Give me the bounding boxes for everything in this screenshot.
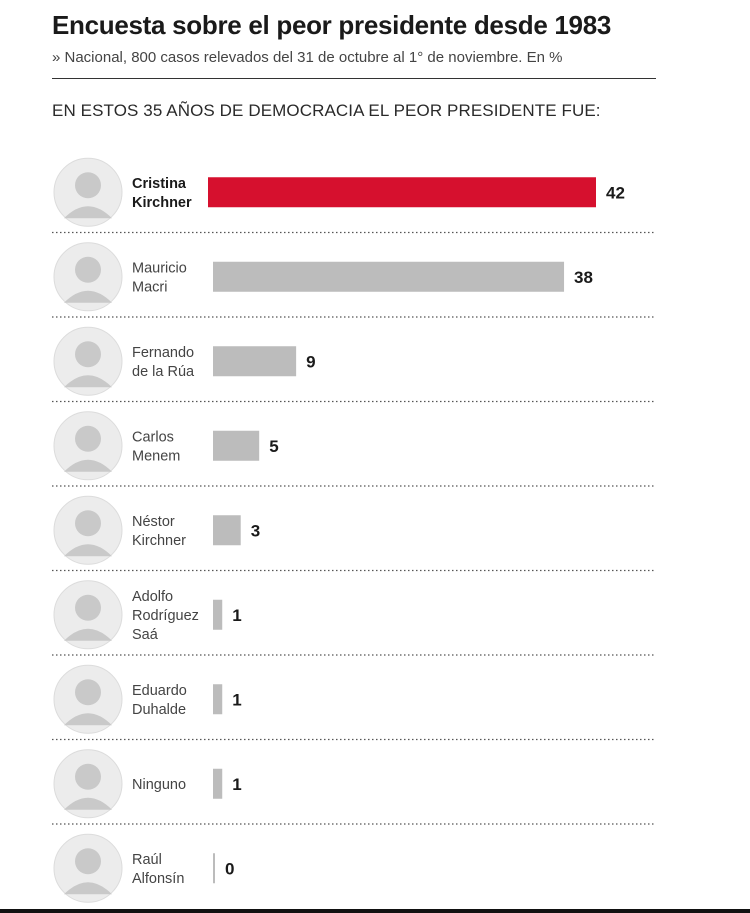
bar: [213, 261, 565, 292]
value-label: 0: [225, 859, 234, 878]
bar: [213, 768, 223, 799]
value-label: 1: [232, 606, 241, 625]
value-label: 5: [269, 437, 278, 456]
avatar: [53, 242, 123, 312]
bar: [213, 599, 223, 630]
bottom-border: [0, 909, 750, 913]
category-label: Mauricio Macri: [132, 260, 187, 295]
value-label: 1: [232, 775, 241, 794]
avatar: [53, 664, 123, 734]
bar: [213, 853, 215, 884]
category-label: Ninguno: [132, 777, 186, 793]
avatar: [53, 580, 123, 650]
value-label: 9: [306, 352, 315, 371]
bar: [213, 515, 241, 546]
chart-title: Encuesta sobre el peor presidente desde …: [52, 10, 612, 40]
bar: [213, 430, 260, 461]
value-label: 1: [232, 690, 241, 709]
avatar: [53, 833, 123, 903]
chart-subtitle: » Nacional, 800 casos relevados del 31 d…: [52, 49, 563, 66]
value-label: 42: [606, 183, 625, 202]
bar: [213, 346, 297, 377]
value-label: 3: [251, 521, 260, 540]
category-label: Eduardo Duhalde: [132, 683, 187, 718]
category-label: Cristina Kirchner: [132, 176, 192, 211]
avatar: [53, 749, 123, 819]
avatar: [53, 411, 123, 481]
category-label: Carlos Menem: [132, 429, 180, 464]
header-divider: [52, 78, 656, 79]
avatar: [53, 495, 123, 565]
survey-question: EN ESTOS 35 AÑOS DE DEMOCRACIA EL PEOR P…: [52, 101, 601, 120]
value-label: 38: [574, 268, 593, 287]
category-label: Raúl Alfonsín: [132, 852, 184, 887]
category-label: Adolfo Rodríguez Saá: [132, 589, 199, 643]
bar: [208, 177, 596, 208]
avatar: [53, 157, 123, 227]
category-label: Néstor Kirchner: [132, 514, 186, 549]
bar: [213, 684, 223, 715]
category-label: Fernando de la Rúa: [132, 345, 195, 380]
avatar: [53, 326, 123, 396]
